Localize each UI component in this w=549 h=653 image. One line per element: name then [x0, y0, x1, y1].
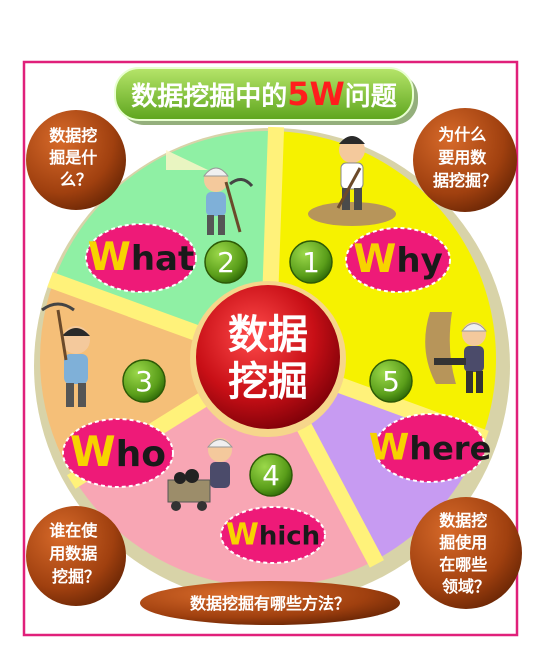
page-title: 数据挖掘中的5W问题 [131, 75, 397, 113]
segment-3-number: 3 [122, 359, 166, 403]
svg-text:为什么 要用数 据挖掘？: 为什么 要用数 据挖掘？ [433, 125, 497, 190]
label-oval [345, 227, 451, 293]
svg-text:5: 5 [382, 365, 400, 398]
who-question-bubble: 谁在使 用数据 挖掘？ [26, 506, 126, 606]
segment-5-label: Where [369, 413, 492, 483]
label-oval [374, 413, 486, 483]
svg-text:1: 1 [302, 246, 320, 279]
svg-text:数据挖 掘使用 在哪些: 数据挖 掘使用 在哪些 领域？ [439, 511, 493, 596]
label-oval [220, 506, 326, 564]
miner-shoveling-illustration [308, 136, 396, 226]
center-line-2: 挖掘 [228, 359, 308, 405]
segment-2-label: What [85, 223, 197, 293]
svg-text:4: 4 [262, 459, 280, 492]
segment-4-word: Which [226, 517, 320, 552]
segment-5-word: Where [369, 426, 492, 469]
why-question-bubble: 为什么 要用数 据挖掘？ [413, 108, 517, 212]
center-circle: 数据 挖掘 [190, 281, 346, 437]
segment-labels: Why 1 What 2 Who 3 Which 4 Where 5 [62, 223, 492, 564]
miner-with-pickaxe-illustration [166, 150, 254, 235]
label-oval [62, 418, 174, 488]
center-line-1: 数据 [228, 312, 308, 358]
segment-3-word: Who [70, 428, 166, 476]
label-oval [85, 223, 197, 293]
segment-5-number: 5 [369, 359, 413, 403]
segment-4-label: Which [220, 506, 326, 564]
segment-1-word: Why [353, 237, 442, 282]
segment-1-number: 1 [289, 240, 333, 284]
svg-text:数据挖 掘是什 么？: 数据挖 掘是什 么？ [49, 126, 103, 189]
miner-with-cart-illustration [167, 438, 234, 511]
title-banner: 数据挖掘中的5W问题 [114, 67, 418, 125]
which-question-bubble: 数据挖掘有哪些方法？ [140, 581, 400, 625]
miner-with-drill-illustration [425, 312, 488, 393]
segment-3-label: Who [62, 418, 174, 488]
where-question-bubble: 数据挖 掘使用 在哪些 领域？ [410, 497, 522, 609]
svg-text:3: 3 [135, 365, 153, 398]
segment-2-number: 2 [204, 240, 248, 284]
svg-text:谁在使 用数据 挖掘？: 谁在使 用数据 挖掘？ [49, 521, 103, 586]
segment-2-word: What [88, 235, 195, 280]
frame-border [22, 60, 519, 637]
miner-swinging-pickaxe-illustration [41, 302, 90, 407]
svg-text:数据挖掘有哪些方法？: 数据挖掘有哪些方法？ [190, 594, 350, 613]
segment-1-label: Why [345, 227, 451, 293]
what-question-bubble: 数据挖 掘是什 么？ [26, 110, 126, 210]
svg-text:2: 2 [217, 246, 235, 279]
segment-4-number: 4 [249, 453, 293, 497]
